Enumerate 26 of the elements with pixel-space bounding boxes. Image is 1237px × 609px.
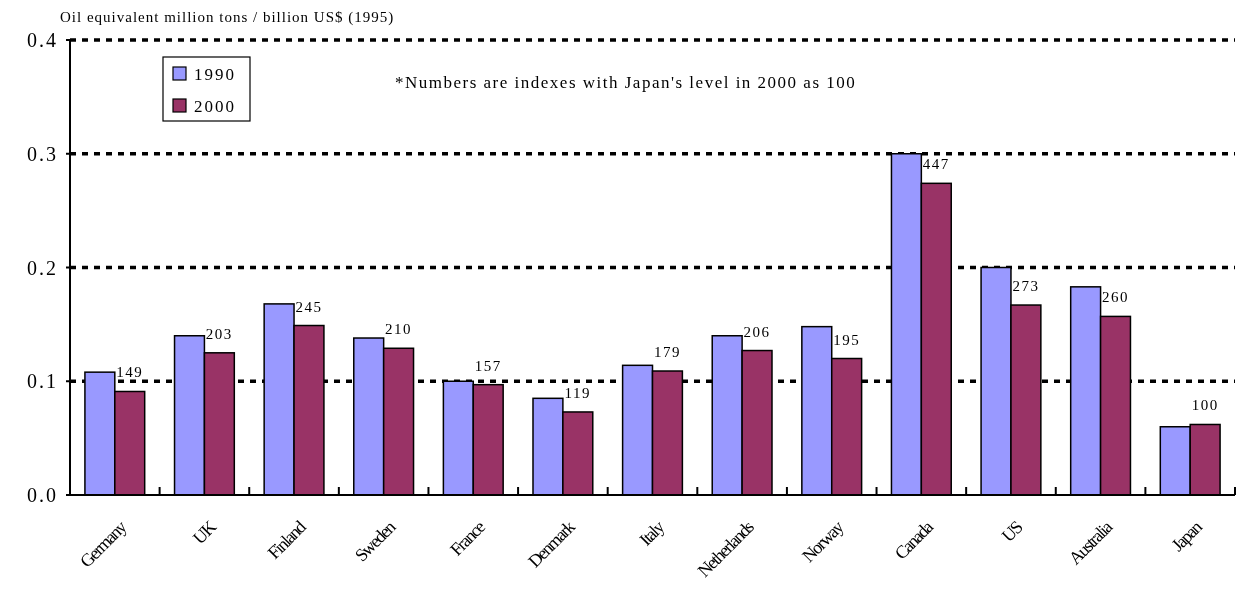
y-tick-label: 0.2 [27, 256, 58, 279]
annotation: *Numbers are indexes with Japan's level in 2000 as 100 [395, 73, 857, 92]
annotation: 273 [1012, 278, 1040, 295]
y-axis-title: Oil equivalent million tons / billion US$ (1995) [60, 9, 395, 26]
annotation: 149 [116, 364, 144, 381]
legend-label: 2000 [194, 96, 236, 116]
annotation: 260 [1102, 289, 1130, 306]
y-tick-label: 0.0 [27, 484, 58, 506]
annotation: 245 [295, 298, 323, 315]
annotation: 119 [564, 384, 592, 401]
annotation: 100 [1191, 397, 1219, 414]
annotation: 157 [474, 357, 502, 374]
x-tick-label: UK [188, 516, 221, 548]
legend-label: 1990 [194, 64, 236, 84]
annotation: 179 [653, 344, 681, 361]
x-tick-label: US [997, 517, 1027, 546]
annotation: 206 [743, 323, 771, 340]
y-tick-label: 0.1 [27, 370, 58, 393]
annotation: 195 [833, 331, 861, 348]
y-tick-label: 0.3 [27, 142, 58, 165]
annotation: 447 [922, 156, 950, 173]
y-tick-label: 0.4 [27, 29, 58, 51]
annotation: 203 [205, 325, 233, 342]
x-tick-label: Italy [635, 516, 669, 550]
x-tick-label: Japan [1167, 516, 1207, 556]
annotation: 210 [385, 321, 413, 338]
